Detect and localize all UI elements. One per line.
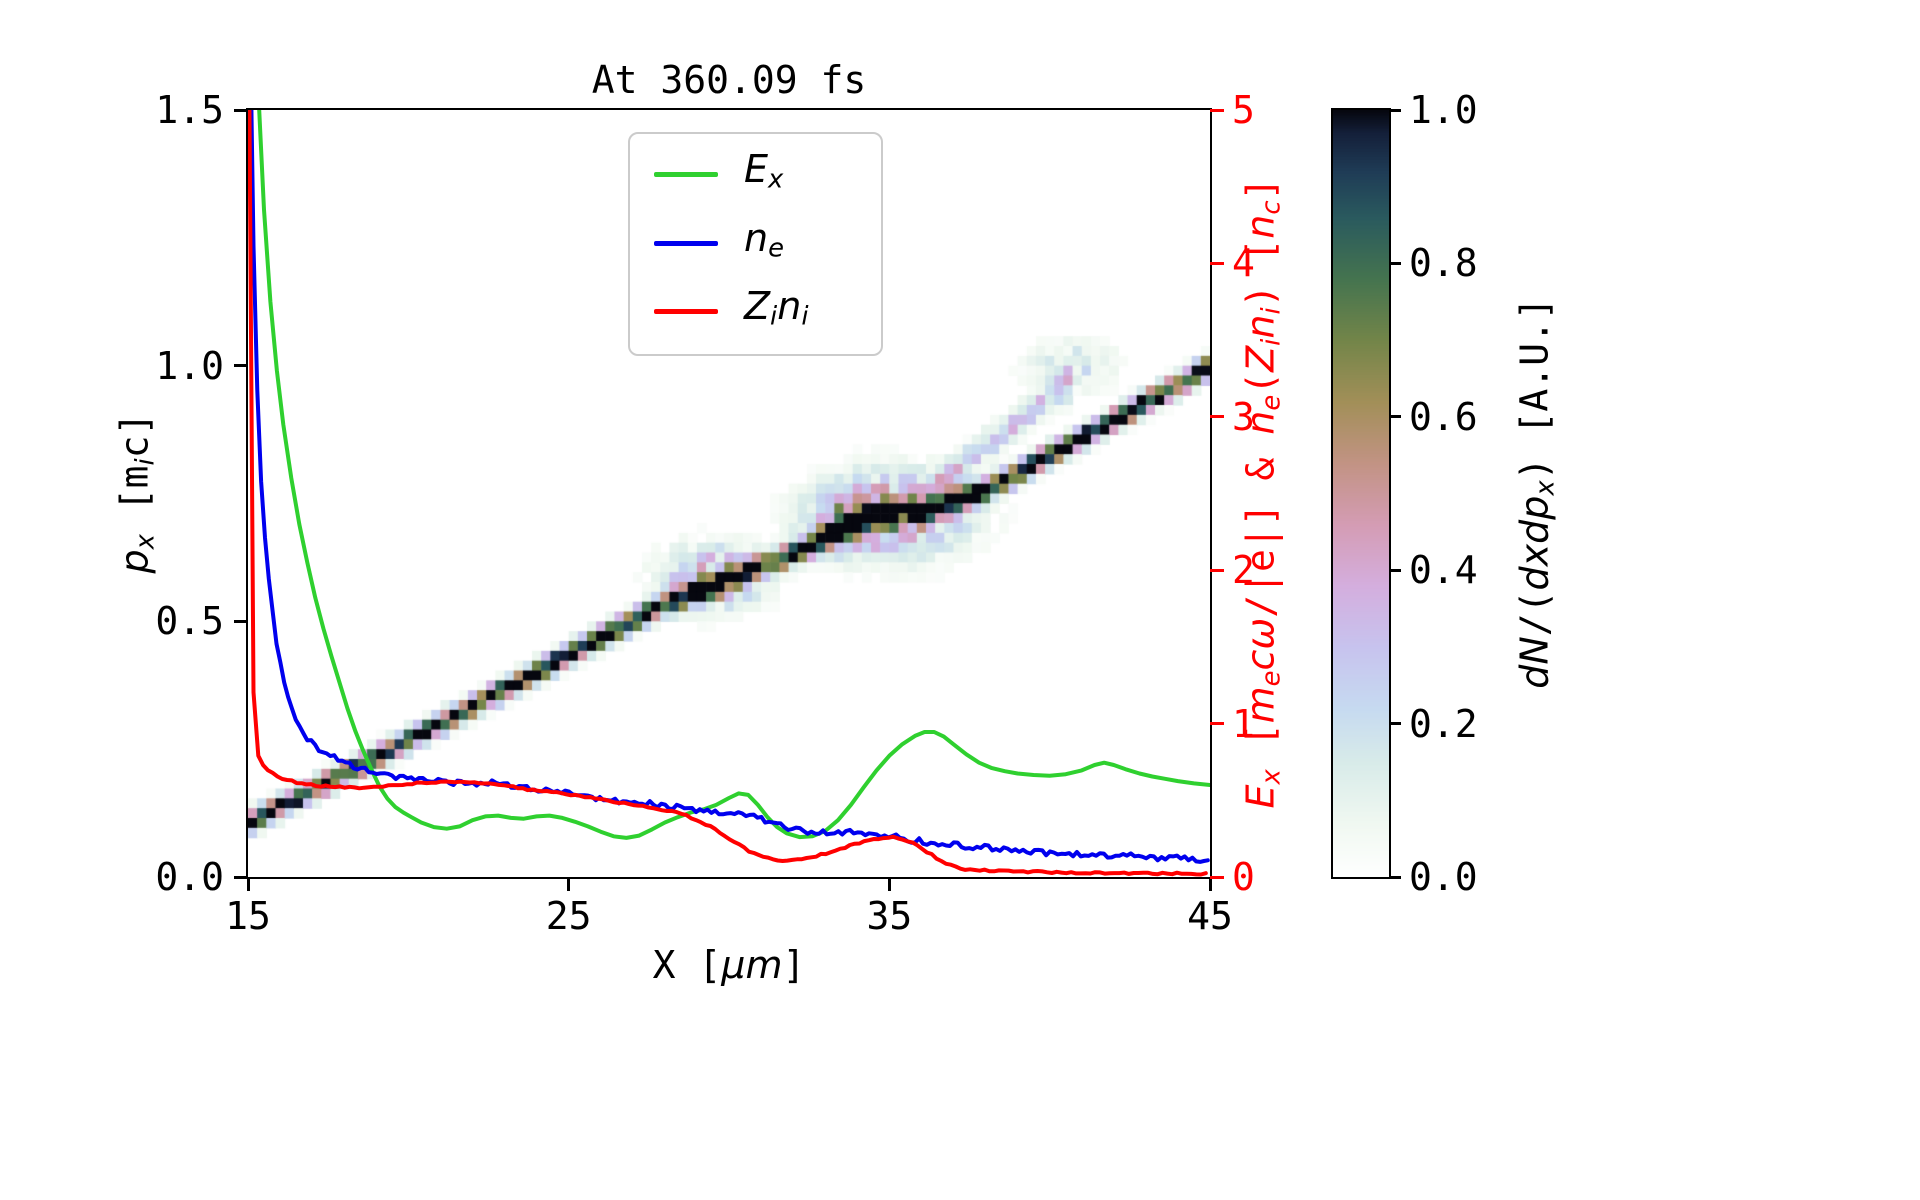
legend-label-Zini: Zini [744,284,809,333]
colorbar-tick [1389,108,1401,112]
y-right-tick [1210,568,1224,572]
legend-item-ne: ne [654,215,809,272]
colorbar-tick-label: 0.4 [1409,548,1478,593]
x-tick-label: 45 [1187,894,1233,938]
x-tick [246,877,250,891]
legend-line-ne [654,240,718,246]
y-right-tick [1210,875,1224,879]
colorbar-tick-label: 0.6 [1409,394,1478,439]
legend: Ex ne Zini [628,132,883,357]
y-right-tick-label: 1 [1232,701,1255,746]
y-right-tick [1210,415,1224,419]
x-axis-label: X [μm] [652,943,806,987]
y-right-tick [1210,108,1224,112]
colorbar-tick-label: 0.8 [1409,241,1478,286]
y-right-tick-label: 2 [1232,548,1255,593]
x-tick [887,877,891,891]
legend-line-Zini [654,309,718,315]
colorbar-tick-label: 1.0 [1409,88,1478,132]
colorbar-label: dN/(dxdpx) [A.U.] [1512,297,1561,689]
colorbar-gradient [1333,110,1389,877]
x-tick [567,877,571,891]
y-right-tick-label: 5 [1232,88,1255,132]
colorbar-tick [1389,875,1401,879]
y-left-tick [234,108,248,112]
y-axis-label-left: px [mic] [112,412,161,574]
legend-item-Ex: Ex [654,146,809,203]
colorbar-tick [1389,722,1401,726]
y-left-tick [234,875,248,879]
x-tick-label: 25 [545,894,592,938]
y-right-tick-label: 4 [1232,241,1255,286]
chart-title: At 360.09 fs [591,58,867,102]
x-tick-label: 35 [866,894,913,938]
legend-line-Ex [654,171,718,177]
line-curves [248,110,1210,877]
y-right-tick [1210,261,1224,265]
curve-ne [249,110,1210,864]
legend-label-ne: ne [744,215,784,264]
colorbar-tick-label: 0.2 [1409,701,1478,746]
y-left-tick [234,364,248,368]
colorbar-tick [1389,568,1401,572]
colorbar-tick [1389,415,1401,419]
legend-label-Ex: Ex [744,147,784,195]
plot-area: Ex ne Zini [246,108,1212,879]
y-left-tick-label: 0.0 [155,855,224,899]
y-right-tick-label: 3 [1232,394,1255,439]
y-left-tick-label: 1.0 [155,343,224,388]
y-left-tick-label: 0.5 [155,599,224,644]
y-right-tick [1210,722,1224,726]
colorbar-tick-label: 0.0 [1409,855,1478,899]
x-tick-label: 15 [225,894,271,938]
colorbar-tick [1389,261,1401,265]
y-left-tick [234,619,248,623]
y-right-tick-label: 0 [1232,855,1255,899]
x-tick [1208,877,1212,891]
y-left-tick-label: 1.5 [155,88,224,132]
colorbar [1331,108,1391,879]
legend-item-Zini: Zini [654,283,809,340]
curve-Zini [248,110,1208,877]
